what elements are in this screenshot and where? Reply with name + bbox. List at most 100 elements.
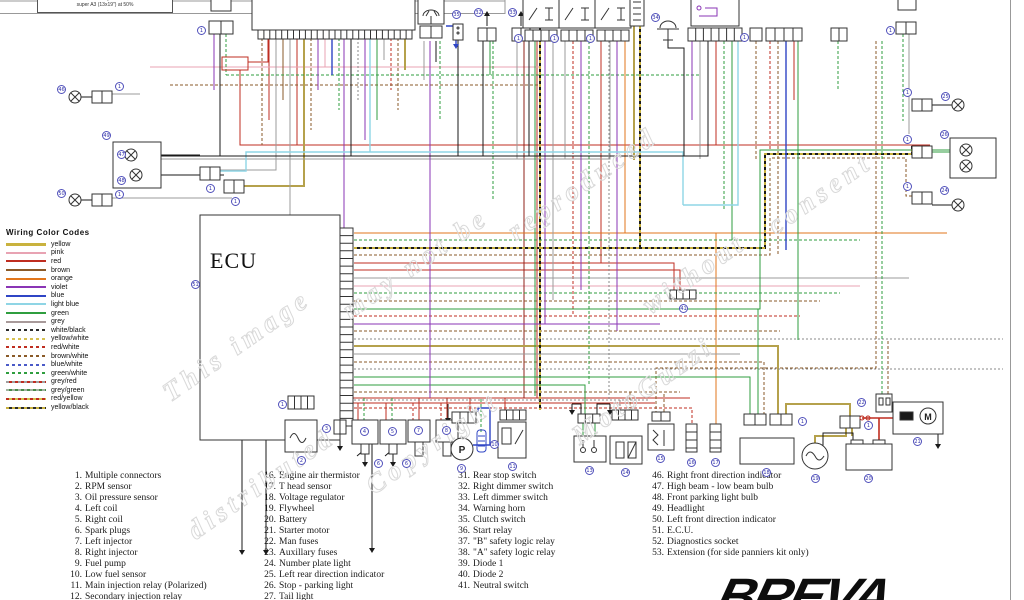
component-callout-14: 14 [621, 468, 630, 477]
parts-list-item: 48. Front parking light bulb [646, 493, 809, 504]
legend-row: green [6, 309, 126, 318]
component-callout-19: 19 [811, 474, 820, 483]
connector-cell-dividers [263, 30, 407, 39]
part-number: 49. [652, 504, 664, 514]
component-callout-24: 24 [940, 186, 949, 195]
part-number: 34. [458, 504, 470, 514]
component-callout-17: 17 [711, 458, 720, 467]
part-label: Clutch switch [473, 515, 526, 525]
legend-row: violet [6, 283, 126, 292]
part-label: T head sensor [279, 482, 332, 492]
legend-label: brown/white [51, 352, 89, 360]
component-callout-20: 20 [864, 474, 873, 483]
part-label: Low fuel sensor [85, 570, 147, 580]
wire-green [354, 38, 950, 436]
relay-1 [522, 0, 560, 29]
legend-label: green/white [51, 369, 88, 377]
battery [845, 443, 893, 471]
part-number: 4. [74, 504, 82, 514]
part-number: 46. [652, 471, 664, 481]
part-number: 39. [458, 559, 470, 569]
connector-cell-dividers [618, 410, 632, 420]
legend-rows: yellow pink red brown orange violet blue light … [6, 240, 126, 412]
component-callout-25: 25 [941, 92, 950, 101]
parts-list-item: 33. Left dimmer switch [452, 493, 555, 504]
parts-list-item: 39. Diode 1 [452, 559, 555, 570]
component-callout-1: 1 [115, 190, 124, 199]
component-callout-46: 46 [57, 85, 66, 94]
legend-row: brown/white [6, 352, 126, 361]
parts-column: 16. Engine air thermistor 17. T head sensor… [258, 471, 384, 600]
parts-list-item: 2. RPM sensor [64, 482, 207, 493]
wire-orange [354, 41, 947, 424]
parts-list-item: 6. Spark plugs [64, 526, 207, 537]
legend-color-sample [6, 346, 46, 349]
component-callout-3: 3 [322, 424, 331, 433]
blue-arrow [453, 44, 459, 49]
part-label: Oil pressure sensor [85, 493, 158, 503]
legend-color-sample [6, 363, 46, 366]
part-label: Front parking light bulb [667, 493, 759, 503]
part-number: 40. [458, 570, 470, 580]
legend-label: blue/white [51, 361, 83, 369]
part-label: Tail light [279, 592, 314, 600]
parts-list-item: 40. Diode 2 [452, 570, 555, 581]
parts-list-item: 11. Main injection relay (Polarized) [64, 581, 206, 592]
connector-cell-dividers [584, 414, 594, 423]
connector-cell-dividers [459, 412, 469, 423]
parts-column: 31. Rear stop switch 32. Right dimmer switc… [452, 471, 555, 592]
relay-3 [594, 0, 632, 29]
legend-row: brown [6, 266, 126, 275]
legend-color-sample [6, 277, 46, 280]
component-callout-41: 41 [679, 304, 688, 313]
part-number: 38. [458, 548, 470, 558]
wire-yellow-black [354, 0, 913, 410]
legend-label: yellow [51, 240, 71, 248]
rear-light-box [949, 137, 997, 179]
component-callout-1: 1 [514, 34, 523, 43]
legend-label: yellow/black [51, 404, 89, 412]
legend-label: red [51, 257, 62, 265]
component-callout-18: 18 [762, 468, 771, 477]
component-callout-9: 9 [457, 464, 466, 473]
part-label: Left injector [85, 537, 133, 547]
wire-green-white [225, 34, 904, 432]
parts-list-item: 20. Battery [258, 515, 384, 526]
part-number: 24. [264, 559, 276, 569]
connector-cell-dividers [294, 396, 308, 409]
print-note-line2: super A3 (13x19") at 50% [76, 2, 134, 8]
parts-list-item: 25. Left rear direction indicator [258, 570, 384, 581]
legend-color-sample [6, 397, 46, 400]
legend-label: light blue [51, 300, 80, 308]
part-label: Stop - parking light [279, 581, 354, 591]
instrument-panel [251, 0, 416, 31]
top-right-unit [897, 0, 917, 11]
legend-label: red/white [51, 343, 80, 351]
parts-list-item: 37. "B" safety logic relay [452, 537, 555, 548]
air-thermistor [647, 423, 675, 451]
part-label: Number plate light [279, 559, 351, 569]
part-label: Diagnostics socket [667, 537, 739, 547]
parts-list-item: 35. Clutch switch [452, 515, 555, 526]
legend-label: pink [51, 249, 64, 257]
ignition-switch-unit [690, 0, 740, 27]
legend-label: white/black [51, 326, 86, 334]
legend-color-sample [6, 372, 46, 375]
parts-list-item: 38. "A" safety logic relay [452, 548, 555, 559]
ecu-box [199, 214, 341, 441]
legend-color-sample [6, 260, 46, 263]
parts-list-item: 31. Rear stop switch [452, 471, 555, 482]
connector-cell-dividers [568, 30, 586, 41]
rpm-sensor [284, 419, 318, 453]
part-label: Man fuses [279, 537, 319, 547]
part-number: 53. [652, 548, 664, 558]
part-number: 50. [652, 515, 664, 525]
part-number: 6. [74, 526, 82, 536]
top-left-unit [210, 0, 232, 12]
part-number: 35. [458, 515, 470, 525]
wire-white-black [354, 38, 1003, 410]
parts-list-item: 24. Number plate light [258, 559, 384, 570]
parts-list-item: 32. Right dimmer switch [452, 482, 555, 493]
legend-color-sample [6, 337, 46, 340]
legend-row: red [6, 257, 126, 266]
